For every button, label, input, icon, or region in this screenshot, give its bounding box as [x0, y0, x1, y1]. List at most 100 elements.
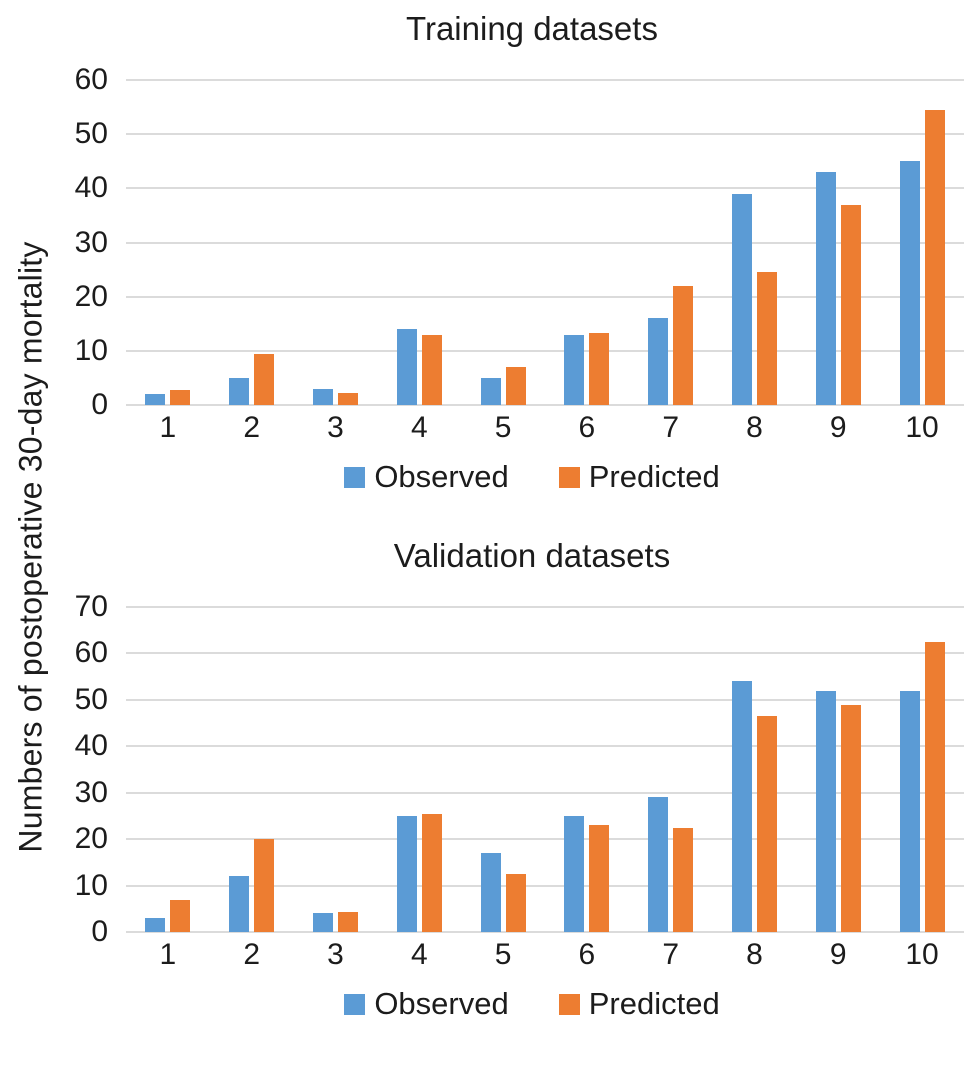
bar-group-4 [377, 607, 461, 932]
x-tick-label: 8 [746, 938, 763, 971]
bar-group-10 [880, 80, 964, 405]
bar-observed-8 [731, 681, 752, 932]
x-tick-label: 1 [159, 411, 177, 444]
y-tick-label: 20 [74, 279, 108, 313]
gridline [126, 652, 964, 655]
bar-group-4 [377, 80, 461, 405]
y-tick-label: 40 [74, 171, 108, 205]
bar-group-3 [294, 607, 378, 932]
bar-observed-4 [396, 815, 417, 932]
legend-swatch-observed [344, 993, 366, 1015]
chart-title-validation: Validation datasets [393, 537, 671, 574]
gridline [126, 187, 964, 190]
gridline [126, 133, 964, 136]
y-tick-label: 60 [74, 636, 108, 670]
bar-group-6 [545, 80, 629, 405]
plot-area [126, 79, 964, 406]
x-tick-label: 9 [829, 938, 847, 971]
x-tick-label: 1 [159, 938, 177, 971]
bar-group-8 [713, 607, 797, 932]
bar-observed-3 [312, 388, 333, 405]
bar-predicted-3 [337, 392, 358, 405]
legend-label-predicted: Predicted [588, 459, 720, 494]
x-axis-tick-labels: 1 2 3 4 5 6 7 8 9 10 [126, 938, 964, 972]
bar-group-8 [713, 80, 797, 405]
bar-group-1 [126, 607, 210, 932]
y-tick-label: 0 [91, 388, 108, 421]
legend-item-predicted: Predicted [558, 459, 720, 495]
plot-wrap: 0 10 20 30 40 50 60 [0, 65, 969, 420]
bar-observed-9 [815, 690, 836, 932]
bar-predicted-1 [170, 389, 191, 405]
legend-label-observed: Observed [374, 986, 509, 1021]
bar-observed-5 [480, 853, 501, 932]
y-tick-label: 10 [74, 868, 108, 902]
bar-predicted-7 [673, 827, 694, 932]
bar-group-7 [629, 80, 713, 405]
gridline [126, 349, 964, 352]
x-tick-label: 5 [494, 411, 512, 444]
y-tick-label: 70 [74, 590, 108, 623]
gridline [126, 931, 964, 933]
y-tick-label: 30 [74, 775, 108, 809]
legend-swatch-observed [344, 466, 366, 488]
bar-predicted-2 [254, 839, 275, 932]
y-tick-label: 60 [74, 63, 108, 96]
x-tick-label: 5 [494, 938, 512, 971]
bar-observed-1 [145, 394, 166, 405]
y-axis-tick-labels: 0 10 20 30 40 50 60 [0, 65, 126, 420]
y-tick-label: 40 [74, 729, 108, 763]
y-tick-label: 10 [74, 333, 108, 367]
bar-group-7 [629, 607, 713, 932]
x-tick-label: 4 [410, 938, 428, 971]
y-axis-tick-labels: 0 10 20 30 40 50 60 70 [0, 592, 126, 947]
plot-wrap: 0 10 20 30 40 50 60 70 [0, 592, 969, 947]
legend-swatch-predicted [558, 466, 580, 488]
legend-validation: Observed Predicted [95, 986, 969, 1022]
bar-predicted-9 [840, 204, 861, 405]
validation-datasets-chart: Validation datasets 0 10 20 30 40 50 60 70 1 2 3 4… [0, 537, 969, 1022]
plot-area [126, 606, 964, 933]
gridline [126, 698, 964, 701]
legend-training: Observed Predicted [95, 459, 969, 495]
bar-observed-1 [145, 918, 166, 932]
legend-label-predicted: Predicted [588, 986, 720, 1021]
bar-observed-8 [731, 193, 752, 405]
x-tick-label: 4 [410, 411, 428, 444]
x-tick-label: 2 [243, 411, 261, 444]
gridline [126, 791, 964, 794]
bar-predicted-5 [505, 873, 526, 932]
bar-observed-3 [312, 913, 333, 932]
x-tick-label: 7 [662, 411, 680, 444]
bar-predicted-4 [421, 813, 442, 932]
x-axis-tick-labels: 1 2 3 4 5 6 7 8 9 10 [126, 411, 964, 445]
bar-predicted-7 [673, 285, 694, 405]
bar-predicted-1 [170, 899, 191, 932]
bar-group-2 [210, 80, 294, 405]
gridline [126, 884, 964, 887]
bar-observed-6 [564, 815, 585, 932]
y-tick-label: 20 [74, 822, 108, 856]
y-tick-label: 50 [74, 117, 108, 151]
bar-predicted-3 [337, 912, 358, 932]
x-tick-label: 9 [829, 411, 847, 444]
bar-group-5 [461, 80, 545, 405]
bar-groups [126, 80, 964, 405]
gridline [126, 79, 964, 81]
bar-observed-7 [648, 318, 669, 405]
bar-observed-9 [815, 172, 836, 405]
bar-predicted-8 [756, 272, 777, 405]
bar-predicted-6 [589, 332, 610, 405]
bar-observed-10 [899, 690, 920, 932]
legend-item-predicted: Predicted [558, 986, 720, 1022]
gridline [126, 295, 964, 298]
bar-observed-5 [480, 377, 501, 405]
gridline [126, 606, 964, 608]
bar-observed-6 [564, 334, 585, 405]
x-tick-label: 2 [243, 938, 261, 971]
bar-group-2 [210, 607, 294, 932]
gridline [126, 241, 964, 244]
bar-observed-4 [396, 329, 417, 405]
gridline [126, 745, 964, 748]
